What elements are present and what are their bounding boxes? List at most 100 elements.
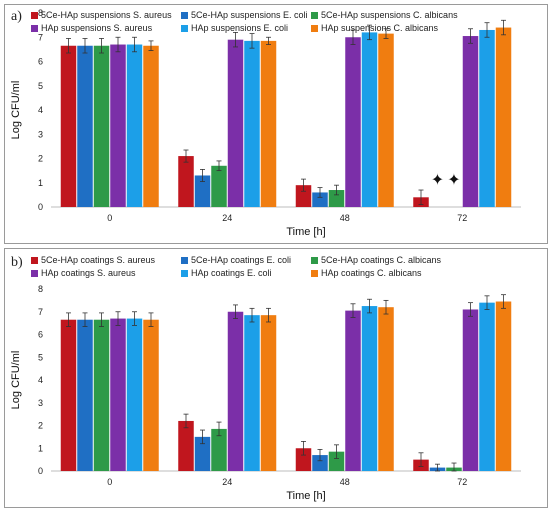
x-tick-label: 72: [457, 477, 467, 487]
legend-label: HAp coatings E. coli: [191, 268, 272, 278]
legend-item: HAp coatings E. coli: [181, 268, 272, 279]
bar: [495, 301, 512, 471]
legend-swatch: [311, 25, 318, 32]
bar-chart-b: 0 1 2 3 4 5 6 7 8 Log CFU/ml Time [h] 0 24 48 72: [10, 284, 521, 502]
bar: [345, 37, 361, 207]
y-tick-label: 2: [38, 421, 43, 431]
y-tick-label: 4: [38, 375, 43, 385]
y-tick-label: 2: [38, 154, 43, 164]
y-tick-label: 5: [38, 352, 43, 362]
bar: [495, 27, 512, 207]
legend-item: HAp coatings C. albicans: [311, 268, 422, 279]
legend-label: 5Ce-HAp suspensions S. aureus: [41, 10, 172, 20]
y-tick-label: 6: [38, 330, 43, 340]
y-axis-title: Log CFU/ml: [10, 81, 22, 140]
legend-swatch: [181, 25, 188, 32]
y-tick-label: 8: [38, 284, 43, 294]
bar: [328, 451, 345, 471]
y-tick-label: 3: [38, 129, 43, 139]
legend-label: 5Ce-HAp coatings S. aureus: [41, 255, 156, 265]
bar: [60, 45, 77, 207]
y-tick-label: 1: [38, 443, 43, 453]
bar: [479, 29, 495, 207]
x-tick-label: 0: [107, 213, 112, 223]
bar: [345, 310, 361, 471]
panel-label: a): [11, 9, 22, 24]
legend-label: 5Ce-HAp suspensions C. albicans: [321, 10, 458, 20]
legend-label: 5Ce-HAp suspensions E. coli: [191, 10, 308, 20]
bar: [378, 33, 394, 207]
legend-swatch: [31, 270, 38, 277]
legend-item: 5Ce-HAp suspensions C. albicans: [311, 10, 458, 21]
bar: [211, 428, 227, 471]
bar: [178, 420, 194, 471]
legend-item: 5Ce-HAp suspensions E. coli: [181, 10, 308, 21]
bar: [93, 319, 110, 471]
bar: [295, 185, 312, 207]
x-tick-label: 48: [340, 213, 350, 223]
x-tick-label: 24: [222, 213, 232, 223]
legend-label: HAp suspensions C. albicans: [321, 23, 439, 33]
bar: [361, 306, 378, 471]
legend-item: HAp suspensions C. albicans: [311, 23, 438, 34]
chart-panel-a: a) 5Ce-HAp suspensions S. aureus 5Ce-HAp…: [4, 4, 548, 244]
y-tick-label: 7: [38, 307, 43, 317]
x-tick-label: 48: [340, 477, 350, 487]
bar: [244, 315, 260, 471]
x-tick-label: 72: [457, 213, 467, 223]
x-axis-title: Time [h]: [286, 490, 325, 502]
bar: [227, 311, 244, 471]
legend-label: HAp coatings C. albicans: [321, 268, 422, 278]
legend-item: HAp suspensions S. aureus: [31, 23, 152, 34]
legend-item: 5Ce-HAp coatings S. aureus: [31, 255, 155, 266]
bar: [60, 319, 77, 471]
legend-item: 5Ce-HAp suspensions S. aureus: [31, 10, 172, 21]
x-tick-label: 0: [107, 477, 112, 487]
bar: [143, 319, 159, 471]
legend-label: 5Ce-HAp coatings E. coli: [191, 255, 292, 265]
legend-item: HAp suspensions E. coli: [181, 23, 288, 34]
bar: [462, 309, 479, 471]
bar: [211, 165, 227, 207]
legend-swatch: [31, 12, 38, 19]
bar: [378, 307, 394, 471]
bar: [110, 318, 126, 471]
bar: [328, 190, 345, 207]
legend-swatch: [311, 12, 318, 19]
bar-chart-a: 0 1 2 3 4 5 6 7 8 Log CFU/ml Time [h] 0 24 48 72 ✦ ✦: [10, 8, 521, 238]
legend-swatch: [31, 257, 38, 264]
legend-swatch: [311, 257, 318, 264]
legend-label: HAp suspensions E. coli: [191, 23, 289, 33]
legend-swatch: [311, 270, 318, 277]
bar: [194, 436, 211, 471]
bar: [479, 302, 495, 471]
y-tick-label: 7: [38, 32, 43, 42]
star-marker: ✦: [431, 170, 444, 189]
star-marker: ✦: [447, 170, 460, 189]
bar: [93, 45, 110, 207]
bar: [312, 192, 328, 207]
bar: [312, 455, 328, 471]
y-tick-label: 1: [38, 178, 43, 188]
y-tick-label: 3: [38, 398, 43, 408]
legend-item: 5Ce-HAp coatings E. coli: [181, 255, 291, 266]
y-axis-title: Log CFU/ml: [10, 351, 22, 410]
legend-swatch: [181, 257, 188, 264]
legend-swatch: [181, 270, 188, 277]
legend-label: 5Ce-HAp coatings C. albicans: [321, 255, 442, 265]
bar: [295, 448, 312, 471]
bar: [260, 315, 277, 471]
bar: [462, 36, 479, 207]
legend-swatch: [31, 25, 38, 32]
bar: [361, 32, 378, 208]
legend-label: HAp coatings S. aureus: [41, 268, 136, 278]
bar: [260, 40, 277, 208]
bar: [244, 40, 260, 208]
x-tick-label: 24: [222, 477, 232, 487]
y-tick-label: 0: [38, 202, 43, 212]
legend-item: 5Ce-HAp coatings C. albicans: [311, 255, 441, 266]
y-tick-label: 4: [38, 105, 43, 115]
bar: [126, 318, 143, 471]
y-tick-label: 8: [38, 8, 43, 18]
legend-label: HAp suspensions S. aureus: [41, 23, 153, 33]
